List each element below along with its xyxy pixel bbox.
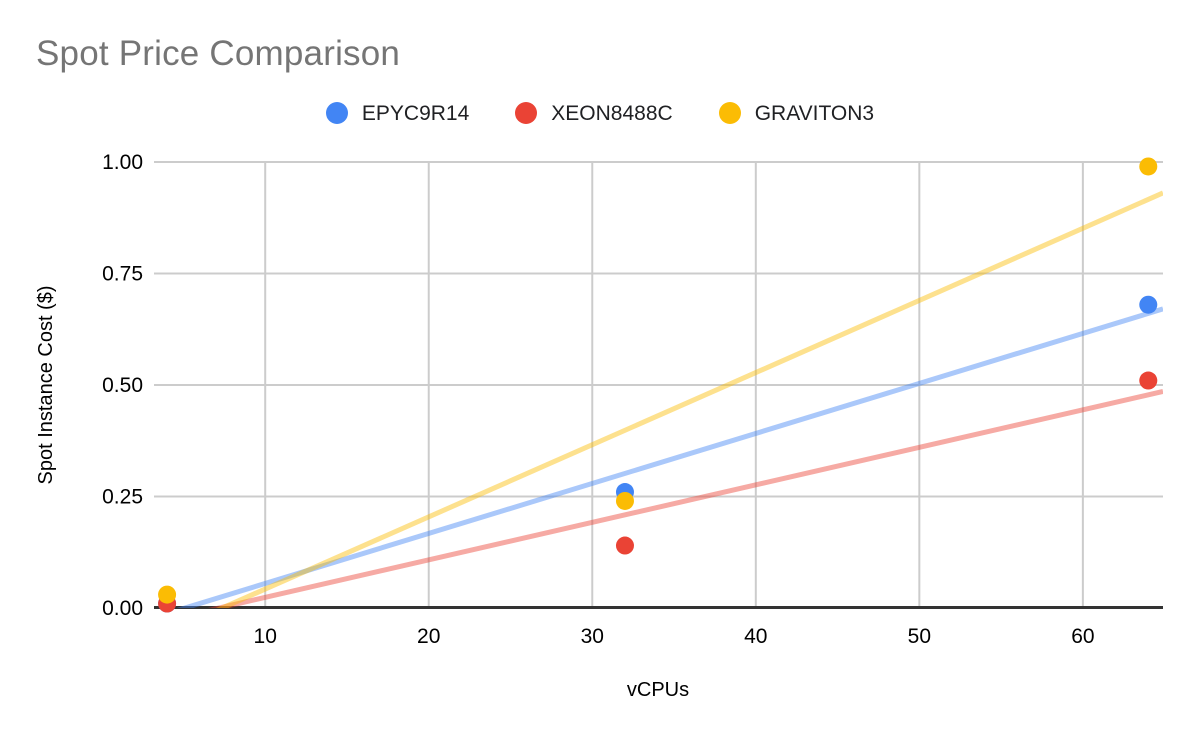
data-point-graviton3[interactable] [158, 585, 177, 604]
legend-marker-dot [325, 102, 348, 124]
chart-legend: EPYC9R14 XEON8488C GRAVITON3 [0, 96, 1200, 130]
x-axis-title: vCPUs [627, 679, 689, 701]
legend-item-label: EPYC9R14 [361, 101, 470, 125]
data-point-graviton3[interactable] [615, 491, 634, 510]
trendline-graviton3 [215, 190, 1163, 608]
trendline-epyc9r14 [176, 306, 1163, 608]
legend-item-label: XEON8488C [551, 101, 673, 125]
data-point-epyc9r14[interactable] [1139, 295, 1158, 314]
legend-marker-dot [515, 102, 538, 124]
legend-marker-dot [718, 102, 741, 124]
legend-item-epyc9r14[interactable]: EPYC9R14 [325, 101, 470, 125]
x-tick-label: 20 [417, 625, 440, 648]
y-tick-label: 0.25 [102, 486, 143, 509]
x-tick-label: 10 [254, 625, 277, 648]
x-tick-label: 50 [908, 625, 931, 648]
data-point-xeon8488c[interactable] [615, 536, 634, 555]
y-tick-label: 0.00 [102, 597, 143, 620]
y-tick-label: 0.50 [102, 374, 143, 397]
legend-item-label: GRAVITON3 [754, 101, 875, 125]
legend-item-graviton3[interactable]: GRAVITON3 [718, 101, 875, 125]
x-tick-label: 60 [1071, 625, 1094, 648]
trendline-xeon8488c [207, 389, 1163, 608]
chart-title: Spot Price Comparison [36, 34, 401, 73]
x-tick-label: 40 [744, 625, 767, 648]
plot-area: 10 20 30 40 50 60 0.00 0.25 0.50 0.75 1.00 [102, 151, 1163, 648]
legend-item-xeon8488c[interactable]: XEON8488C [515, 101, 673, 125]
y-axis-title: Spot Instance Cost ($) [35, 286, 57, 485]
data-point-xeon8488c[interactable] [1139, 371, 1158, 390]
x-tick-label: 30 [581, 625, 604, 648]
y-tick-label: 0.75 [102, 263, 143, 286]
y-tick-label: 1.00 [102, 151, 143, 174]
data-point-graviton3[interactable] [1139, 157, 1158, 176]
